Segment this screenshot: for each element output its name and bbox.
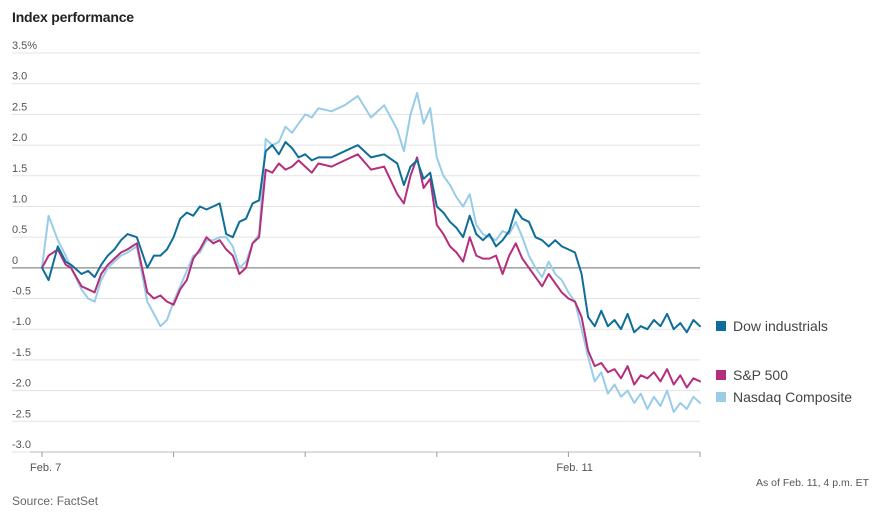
series-line-s-p-500 (41, 153, 701, 389)
legend-label: Nasdaq Composite (733, 389, 852, 405)
y-tick-label: 1.5 (12, 163, 27, 175)
y-tick-label: 1.0 (12, 193, 27, 205)
y-tick-label: -3.0 (12, 439, 31, 451)
y-tick-label: 3.5% (12, 40, 37, 52)
x-tick-label: Feb. 7 (30, 462, 61, 474)
legend-swatch (716, 392, 726, 402)
y-tick-label: -2.5 (12, 408, 31, 420)
y-tick-label: -2.0 (12, 378, 31, 390)
series-line-nasdaq-composite (41, 91, 701, 414)
y-tick-label: -1.5 (12, 347, 31, 359)
as-of-note: As of Feb. 11, 4 p.m. ET (755, 477, 869, 489)
y-tick-label: 0.5 (12, 224, 27, 236)
source-note: Source: FactSet (12, 494, 99, 508)
y-tick-label: 0 (12, 255, 18, 267)
series-line-dow-industrials (41, 141, 701, 334)
y-tick-label: 3.0 (12, 71, 27, 83)
chart-title: Index performance (12, 9, 134, 25)
legend-swatch (716, 370, 726, 380)
legend-label: S&P 500 (733, 367, 788, 383)
y-tick-label: 2.5 (12, 101, 27, 113)
y-tick-label: -0.5 (12, 286, 31, 298)
legend-label: Dow industrials (733, 318, 828, 334)
legend-swatch (716, 321, 726, 331)
y-tick-label: -1.0 (12, 316, 31, 328)
y-tick-label: 2.0 (12, 132, 27, 144)
x-tick-label: Feb. 11 (556, 462, 593, 474)
